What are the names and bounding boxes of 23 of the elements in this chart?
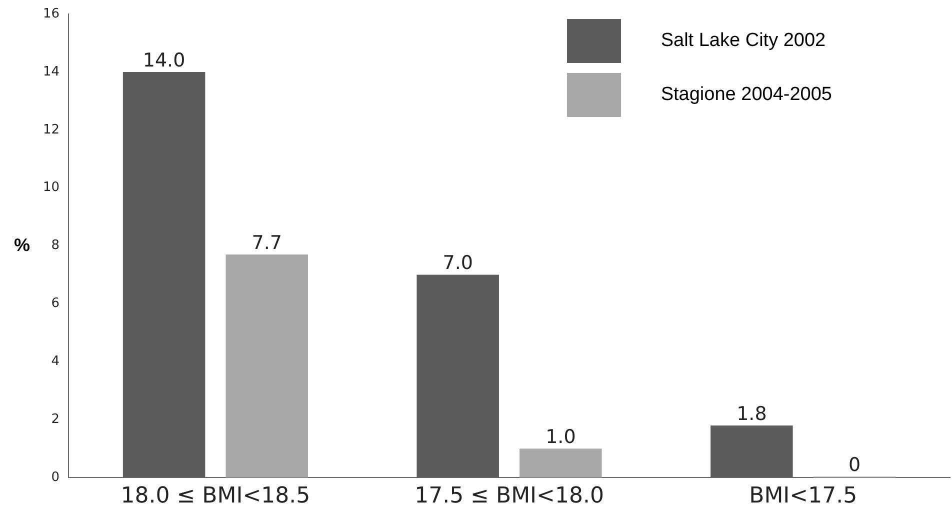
y-tick-label: 0 [51, 470, 60, 485]
y-tick-label: 8 [51, 238, 60, 254]
y-tick-label: 12 [42, 122, 60, 138]
x-tick-label: 17.5 ≤ BMI<18.0 [414, 484, 604, 509]
data-label: 1.8 [736, 402, 767, 425]
x-tick-label: BMI<17.5 [749, 484, 858, 509]
bar [520, 448, 602, 478]
data-label: 14.0 [142, 49, 186, 72]
y-tick-label: 4 [51, 354, 60, 370]
y-tick-label: 10 [42, 180, 60, 196]
x-tick-label: 18.0 ≤ BMI<18.5 [120, 484, 310, 509]
data-label: 7.0 [442, 252, 473, 274]
legend-label: Salt Lake City 2002 [660, 30, 826, 52]
data-label: 1.0 [546, 426, 576, 448]
legend-label: Stagione 2004-2005 [660, 84, 832, 106]
y-tick-label: 14 [42, 64, 60, 80]
data-label: 7.7 [252, 232, 282, 254]
y-axis-title: % [14, 234, 30, 255]
bar [226, 254, 308, 478]
y-tick-label: 16 [42, 6, 60, 22]
y-tick-label: 6 [51, 296, 60, 312]
data-label: 0 [848, 454, 861, 476]
y-tick-label: 2 [51, 412, 60, 428]
